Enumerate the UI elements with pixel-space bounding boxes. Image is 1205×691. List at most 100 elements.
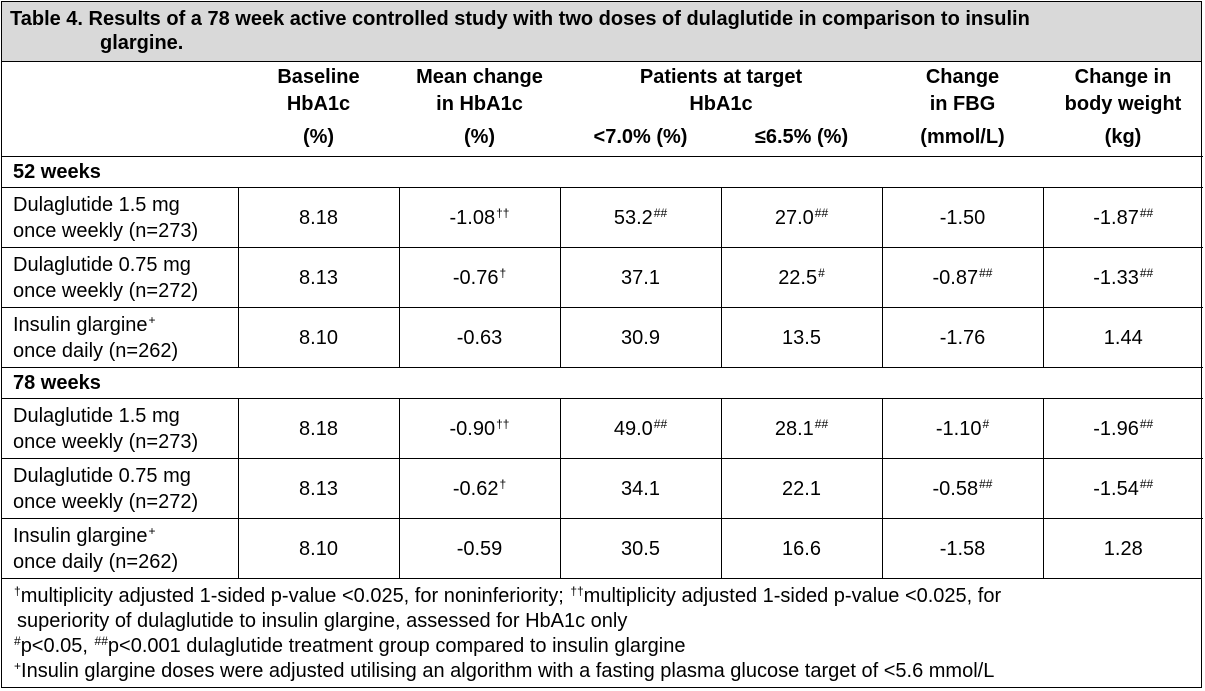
treatment-footnote-marker: + (148, 523, 156, 538)
treatment-label-line-1: Insulin glargine+ (13, 523, 238, 549)
footnote-2-text-b: p<0.001 dulaglutide treatment group comp… (107, 635, 686, 657)
target-le65-cell: 13.5 (720, 307, 882, 368)
table-row: Dulaglutide 0.75 mg once weekly (n=272) 8.… (2, 458, 1203, 519)
significance-marker: †† (496, 416, 510, 431)
cell-value: 28.1 (774, 417, 814, 440)
table-row: Dulaglutide 1.5 mg once weekly (n=273) 8.1… (2, 187, 1203, 248)
target-lt7-cell: 53.2## (559, 187, 721, 248)
footnote-1-continued: superiority of dulaglutide to insulin gl… (17, 610, 628, 632)
baseline-hba1c-cell: 8.10 (237, 307, 399, 368)
fbg-change-cell: -0.87## (881, 247, 1043, 308)
significance-marker: ## (814, 205, 829, 220)
cell-value: -0.63 (456, 326, 503, 349)
baseline-hba1c-cell: 8.18 (237, 187, 399, 248)
cell-value: -0.62 (452, 477, 499, 500)
treatment-name: Insulin glargine (13, 313, 148, 336)
treatment-label-line-1: Dulaglutide 0.75 mg (13, 252, 238, 278)
footnote-2-text-a: p<0.05, (20, 635, 94, 657)
footnote-1-marker-2: †† (570, 584, 584, 598)
table-row: Insulin glargine+ once daily (n=262) 8.10-… (2, 307, 1203, 368)
fbg-change-cell: -1.76 (881, 307, 1043, 368)
header-weight-unit: (kg) (1104, 126, 1142, 148)
mean-change-cell: -0.62† (398, 458, 560, 519)
section-header-row: 52 weeks (2, 156, 1203, 188)
baseline-hba1c-cell: 8.10 (237, 518, 399, 578)
footnotes: †multiplicity adjusted 1-sided p-value <… (2, 578, 1201, 684)
significance-marker: ## (1139, 265, 1154, 280)
treatment-label-line-1: Dulaglutide 0.75 mg (13, 463, 238, 489)
weight-change-cell: 1.28 (1042, 518, 1203, 578)
treatment-label-line-1: Insulin glargine+ (13, 312, 238, 338)
header-fbg: Change in FBG (mmol/L) (882, 62, 1043, 157)
treatment-footnote-marker: + (148, 312, 156, 327)
cell-value: 1.44 (1103, 326, 1143, 349)
treatment-name: Dulaglutide 1.5 mg (13, 193, 180, 216)
target-le65-cell: 27.0## (720, 187, 882, 248)
cell-value: 22.1 (782, 477, 821, 500)
significance-marker: ## (1139, 205, 1154, 220)
target-le65-cell: 16.6 (720, 518, 882, 578)
weight-change-cell: -1.96## (1042, 398, 1203, 459)
significance-marker: † (499, 476, 507, 491)
cell-value: -1.58 (939, 537, 986, 560)
results-table: Baseline HbA1c (%) Mean change in HbA1c (%… (2, 62, 1203, 578)
baseline-hba1c-cell: 8.13 (237, 458, 399, 519)
significance-marker: ## (653, 205, 668, 220)
mean-change-cell: -0.90†† (398, 398, 560, 459)
treatment-name: Dulaglutide 0.75 mg (13, 253, 191, 276)
fbg-change-cell: -1.58 (881, 518, 1043, 578)
table-row: Insulin glargine+ once daily (n=262) 8.10-… (2, 518, 1203, 578)
weight-change-cell: -1.54## (1042, 458, 1203, 519)
header-empty-cell (2, 62, 238, 157)
fbg-change-cell: -0.58## (881, 458, 1043, 519)
footnote-3: +Insulin glargine doses were adjusted ut… (13, 659, 1201, 684)
target-lt7-cell: 34.1 (559, 458, 721, 519)
treatment-name: Dulaglutide 1.5 mg (13, 404, 180, 427)
significance-marker: ## (814, 416, 829, 431)
cell-value: 30.9 (621, 326, 660, 349)
treatment-label-cell: Dulaglutide 0.75 mg once weekly (n=272) (2, 247, 238, 308)
cell-value: 1.28 (1103, 537, 1143, 560)
weight-change-cell: -1.87## (1042, 187, 1203, 248)
cell-value: -1.10 (935, 417, 982, 440)
cell-value: 37.1 (621, 266, 660, 289)
header-baseline-unit: (%) (302, 126, 335, 148)
cell-value: -1.54 (1093, 477, 1139, 500)
treatment-label-line-2: once daily (n=262) (13, 550, 179, 573)
treatment-label-cell: Dulaglutide 1.5 mg once weekly (n=273) (2, 398, 238, 459)
significance-marker: † (499, 265, 507, 280)
cell-value: -1.96 (1093, 417, 1139, 440)
cell-value: -1.08 (449, 206, 496, 229)
treatment-label-cell: Insulin glargine+ once daily (n=262) (2, 518, 238, 578)
cell-value: 8.13 (299, 266, 338, 289)
treatment-label-cell: Dulaglutide 0.75 mg once weekly (n=272) (2, 458, 238, 519)
significance-marker: ## (653, 416, 668, 431)
baseline-hba1c-cell: 8.18 (237, 398, 399, 459)
mean-change-cell: -0.63 (398, 307, 560, 368)
table-title: Table 4. Results of a 78 week active con… (2, 2, 1201, 62)
footnote-2-marker-2: ## (94, 634, 108, 648)
header-mean-change: Mean change in HbA1c (%) (399, 62, 560, 157)
header-row: Baseline HbA1c (%) Mean change in HbA1c (%… (2, 62, 1203, 157)
cell-value: -1.76 (939, 326, 986, 349)
treatment-label-line-2: once weekly (n=272) (13, 279, 199, 302)
significance-marker: †† (496, 205, 510, 220)
table-row: Dulaglutide 1.5 mg once weekly (n=273) 8.1… (2, 398, 1203, 459)
target-le65-cell: 22.1 (720, 458, 882, 519)
significance-marker: ## (1139, 476, 1154, 491)
footnote-1-marker: † (14, 584, 21, 598)
section-label: 78 weeks (2, 367, 1203, 399)
treatment-label-line-1: Dulaglutide 1.5 mg (13, 403, 238, 429)
table-title-line-2: glargine. (100, 32, 184, 54)
significance-marker: ## (1139, 416, 1154, 431)
footnote-2-marker: # (14, 634, 21, 648)
header-fbg-unit: (mmol/L) (920, 126, 1005, 148)
cell-value: 8.18 (299, 417, 338, 440)
footnote-3-marker: + (14, 659, 22, 673)
cell-value: 16.6 (782, 537, 821, 560)
fbg-change-cell: -1.10# (881, 398, 1043, 459)
footnote-1-text-a: multiplicity adjusted 1-sided p-value <0… (20, 585, 570, 607)
table-row: Dulaglutide 0.75 mg once weekly (n=272) 8.… (2, 247, 1203, 308)
weight-change-cell: -1.33## (1042, 247, 1203, 308)
